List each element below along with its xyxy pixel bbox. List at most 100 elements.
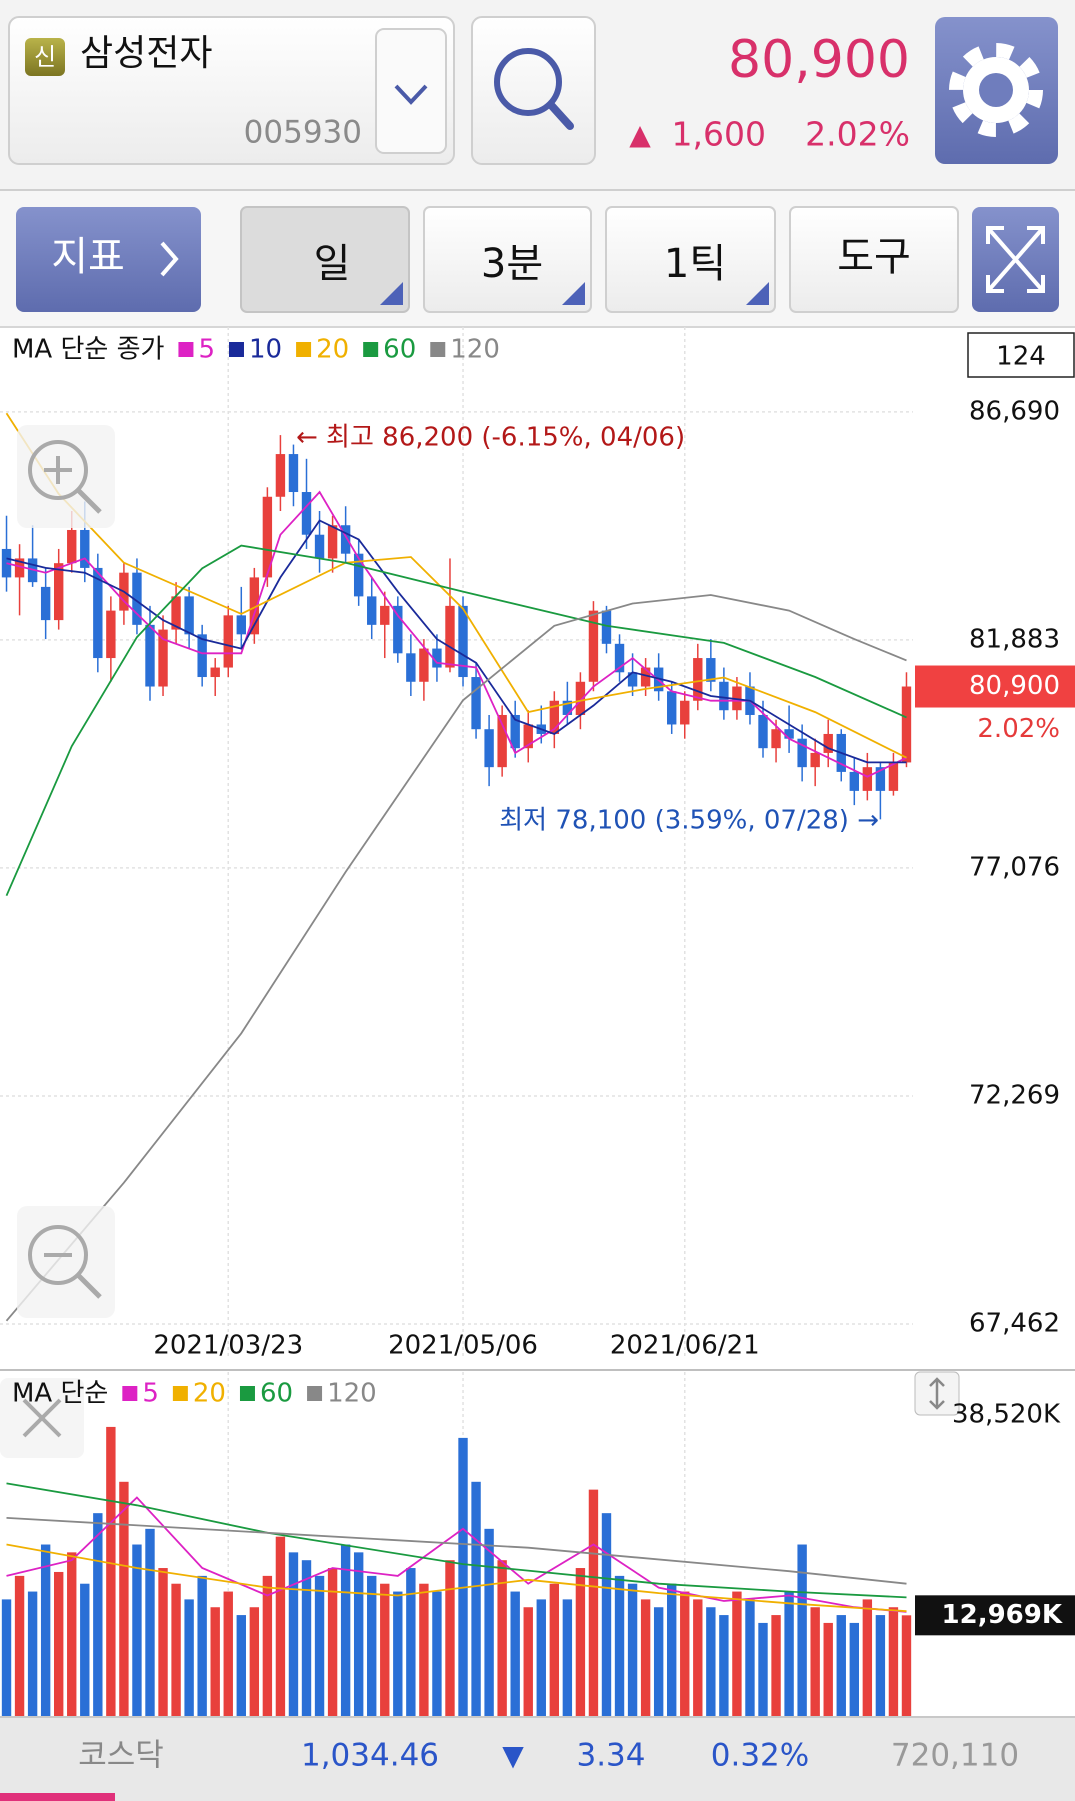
volume-bar: [106, 1426, 116, 1717]
candle-body: [523, 724, 533, 749]
corner-marker: [746, 282, 769, 305]
count-box[interactable]: [967, 332, 1075, 378]
volume-bar: [223, 1591, 233, 1717]
candle-body: [288, 454, 299, 493]
volume-bar: [888, 1607, 899, 1717]
period-tick-button[interactable]: [605, 206, 776, 313]
legend-swatch: [239, 1386, 255, 1401]
candle-body: [432, 648, 442, 668]
footer-bg: [0, 1717, 1075, 1801]
index-name: 코스닥: [78, 1738, 164, 1774]
ma-line: [6, 490, 907, 778]
volume-bar: [732, 1591, 742, 1717]
y-tick-label: 72,269: [969, 1080, 1060, 1110]
candle-body: [640, 667, 651, 687]
plot-layer: [1, 412, 912, 1717]
price-change: 1,600: [672, 115, 766, 154]
stock-selector[interactable]: [8, 16, 455, 165]
candle-body: [823, 733, 833, 753]
candle-body: [67, 529, 77, 564]
volume-bar: [275, 1536, 286, 1717]
volume-bar: [575, 1568, 586, 1717]
candle-body: [758, 714, 768, 749]
volume-bar: [184, 1599, 194, 1717]
legend-title: MA 단순: [12, 1379, 108, 1409]
volume-bar: [680, 1591, 690, 1717]
volume-bar: [497, 1560, 507, 1717]
candle-body: [614, 643, 625, 673]
search-button[interactable]: [471, 16, 596, 165]
legend-swatch: [178, 342, 194, 357]
y-tick-label: 38,520K: [952, 1400, 1061, 1430]
current-price: 80,900: [728, 30, 910, 90]
candle-body: [497, 714, 507, 768]
volume-bar: [758, 1622, 768, 1717]
index-change: 3.34: [576, 1738, 645, 1774]
candle-body: [406, 653, 416, 682]
dropdown-button[interactable]: [375, 28, 447, 154]
candle-body: [562, 700, 573, 715]
candle-body: [510, 714, 520, 749]
volume-bar: [145, 1528, 155, 1717]
legend-swatch: [430, 342, 446, 357]
index-change-pct: 0.32%: [711, 1738, 809, 1774]
current-price-box: [915, 665, 1075, 708]
indicator-button[interactable]: [16, 207, 201, 312]
high-annotation: ← 최고 86,200 (-6.15%, 04/06): [296, 423, 685, 453]
zoom-out-button[interactable]: [17, 1206, 115, 1318]
y-tick-label: 81,883: [969, 624, 1060, 654]
period-day-button[interactable]: [240, 206, 410, 313]
candle-body: [445, 605, 455, 668]
volume-bar: [367, 1575, 377, 1717]
index-value: 1,034.46: [301, 1738, 439, 1774]
candle-body: [875, 767, 886, 791]
fullscreen-icon: [986, 226, 1045, 293]
legend-label: 120: [450, 335, 500, 365]
legend-swatch: [172, 1386, 188, 1401]
volume-bar: [419, 1583, 429, 1717]
candle-body: [14, 558, 25, 578]
settings-gear-hole: [979, 73, 1013, 107]
legend-title: MA 단순 종가: [12, 335, 165, 365]
volume-bar: [549, 1583, 560, 1717]
volume-bar: [562, 1599, 573, 1717]
zoom-out-icon: [28, 1225, 88, 1285]
zoom-in-button[interactable]: [17, 425, 115, 528]
tools-button[interactable]: [789, 206, 959, 313]
corner-marker: [380, 282, 403, 305]
candle-body: [667, 691, 677, 725]
volume-bar: [1, 1599, 12, 1717]
legend-label: 5: [198, 335, 215, 365]
volume-bar: [719, 1615, 729, 1717]
candle-body: [40, 586, 51, 621]
zoom-in-handle: [76, 488, 102, 514]
index-arrow: ▼: [502, 1739, 524, 1772]
candle-body: [158, 629, 168, 687]
volume-bar: [27, 1591, 38, 1717]
x-tick-label: 2021/03/23: [153, 1331, 303, 1361]
volume-bar: [262, 1575, 273, 1717]
period-minute-button[interactable]: [423, 206, 592, 313]
candle-body: [353, 553, 364, 597]
period-day-label: 일: [314, 241, 351, 287]
current-price-label: 80,900: [969, 671, 1060, 701]
candle-body: [458, 605, 468, 678]
volume-bar: [510, 1591, 520, 1717]
volume-bar: [353, 1552, 364, 1717]
candle-body: [327, 525, 338, 559]
volume-bar: [784, 1591, 794, 1717]
candle-body: [771, 729, 781, 749]
y-tick-label: 86,690: [969, 396, 1060, 426]
tools-label: 도구: [837, 234, 911, 280]
volume-bar: [380, 1583, 390, 1717]
candle-body: [810, 752, 820, 768]
candle-body: [888, 762, 899, 791]
volume-bar: [810, 1607, 820, 1717]
x-tick-label: 2021/06/21: [610, 1331, 760, 1361]
candle-body: [210, 667, 220, 678]
period-minute-label: 3분: [481, 241, 543, 287]
candle-body: [53, 563, 64, 621]
legend-swatch: [363, 342, 379, 357]
candle-body: [145, 624, 155, 687]
legend-label: 60: [383, 335, 416, 365]
